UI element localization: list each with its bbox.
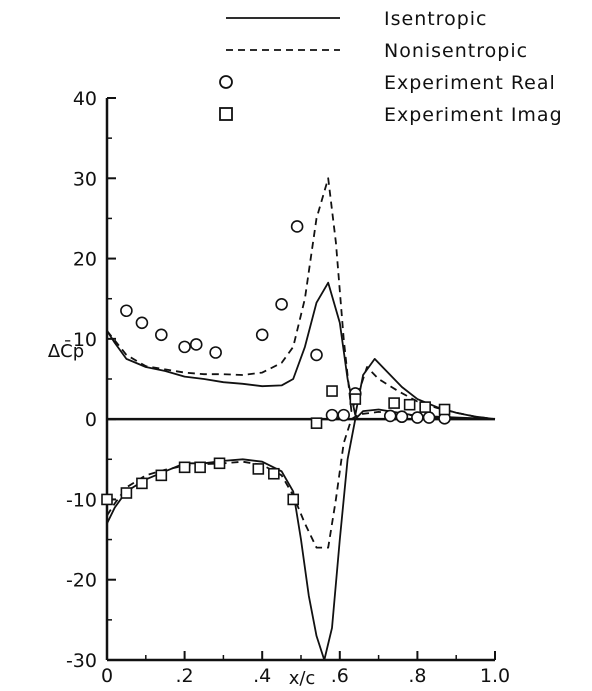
x-axis-label: x/c bbox=[289, 668, 316, 689]
legend-nonisentropic-label: Nonisentropic bbox=[384, 40, 528, 62]
y-axis-label: ΔC̄p bbox=[48, 340, 84, 362]
experiment-real-point bbox=[337, 408, 350, 422]
y-tick-label: 0 bbox=[85, 409, 97, 431]
legend-isentropic-label: Isentropic bbox=[384, 8, 488, 30]
experiment-imag-point bbox=[120, 487, 133, 499]
experiment-real-point bbox=[422, 411, 436, 424]
experiment-imag-point bbox=[403, 398, 416, 411]
legend-experiment-real-swatch bbox=[219, 75, 233, 89]
experiment-real-point bbox=[395, 410, 409, 424]
isentropic-imag-line bbox=[106, 408, 496, 661]
x-tick-label: 1.0 bbox=[480, 665, 510, 687]
experiment-imag-point bbox=[268, 467, 280, 480]
y-tick-label: -20 bbox=[66, 570, 97, 592]
isentropic-real-line bbox=[106, 281, 496, 420]
legend-experiment-imag-label: Experiment Imag bbox=[384, 104, 563, 126]
y-tick-label: -30 bbox=[66, 650, 97, 672]
legend-experiment-imag-swatch bbox=[219, 107, 233, 121]
x-tick-label: .2 bbox=[176, 665, 194, 687]
experiment-imag-point bbox=[419, 401, 431, 413]
experiment-real-point bbox=[209, 346, 222, 359]
experiment-imag-point bbox=[155, 469, 168, 482]
experiment-imag-point bbox=[287, 493, 300, 506]
y-tick-label: 40 bbox=[73, 88, 97, 110]
experiment-real-point bbox=[310, 348, 323, 362]
experiment-imag-point bbox=[252, 463, 265, 475]
y-tick-label: 10 bbox=[73, 329, 97, 351]
x-tick-label: 0 bbox=[101, 665, 113, 687]
axis-ticks: -30 -20 -10 0 10 20 30 40 0 .2 .4 .6 .8 1.0 bbox=[66, 88, 510, 687]
y-tick-label: 20 bbox=[73, 249, 97, 271]
experiment-imag-point bbox=[388, 397, 400, 409]
experiment-imag-point bbox=[326, 385, 338, 397]
x-tick-label: .6 bbox=[331, 665, 349, 687]
experiment-real-point bbox=[120, 304, 133, 318]
experiment-imag-point bbox=[136, 477, 148, 490]
experiment-real-point bbox=[325, 408, 339, 422]
experiment-real-point bbox=[178, 340, 191, 354]
experiment-imag-point bbox=[194, 461, 206, 474]
legend-experiment-real-label: Experiment Real bbox=[384, 72, 556, 94]
experiment-imag-point bbox=[438, 403, 451, 416]
legend: Isentropic Nonisentropic Experiment Real Ex… bbox=[219, 8, 563, 126]
experiment-imag-point bbox=[349, 393, 362, 405]
experiment-real-point bbox=[189, 338, 203, 351]
markers-layer bbox=[101, 220, 451, 506]
experiment-imag-point bbox=[101, 493, 113, 506]
experiment-real-point bbox=[255, 328, 269, 342]
experiment-imag-point bbox=[178, 461, 191, 474]
experiment-real-point bbox=[275, 298, 288, 311]
experiment-real-point bbox=[383, 409, 397, 423]
experiment-imag-point bbox=[310, 417, 323, 429]
experiment-real-point bbox=[155, 328, 168, 342]
experiment-real-point bbox=[135, 316, 149, 330]
experiment-real-point bbox=[290, 220, 304, 233]
experiment-imag-point bbox=[213, 457, 226, 470]
x-tick-label: .8 bbox=[408, 665, 426, 687]
y-tick-label: 30 bbox=[73, 168, 97, 190]
experiment-real-point bbox=[411, 411, 424, 424]
y-tick-label: -10 bbox=[66, 489, 97, 511]
x-tick-label: .4 bbox=[253, 665, 271, 687]
nonisentropic-real-line bbox=[106, 177, 496, 420]
axes bbox=[105, 98, 495, 662]
